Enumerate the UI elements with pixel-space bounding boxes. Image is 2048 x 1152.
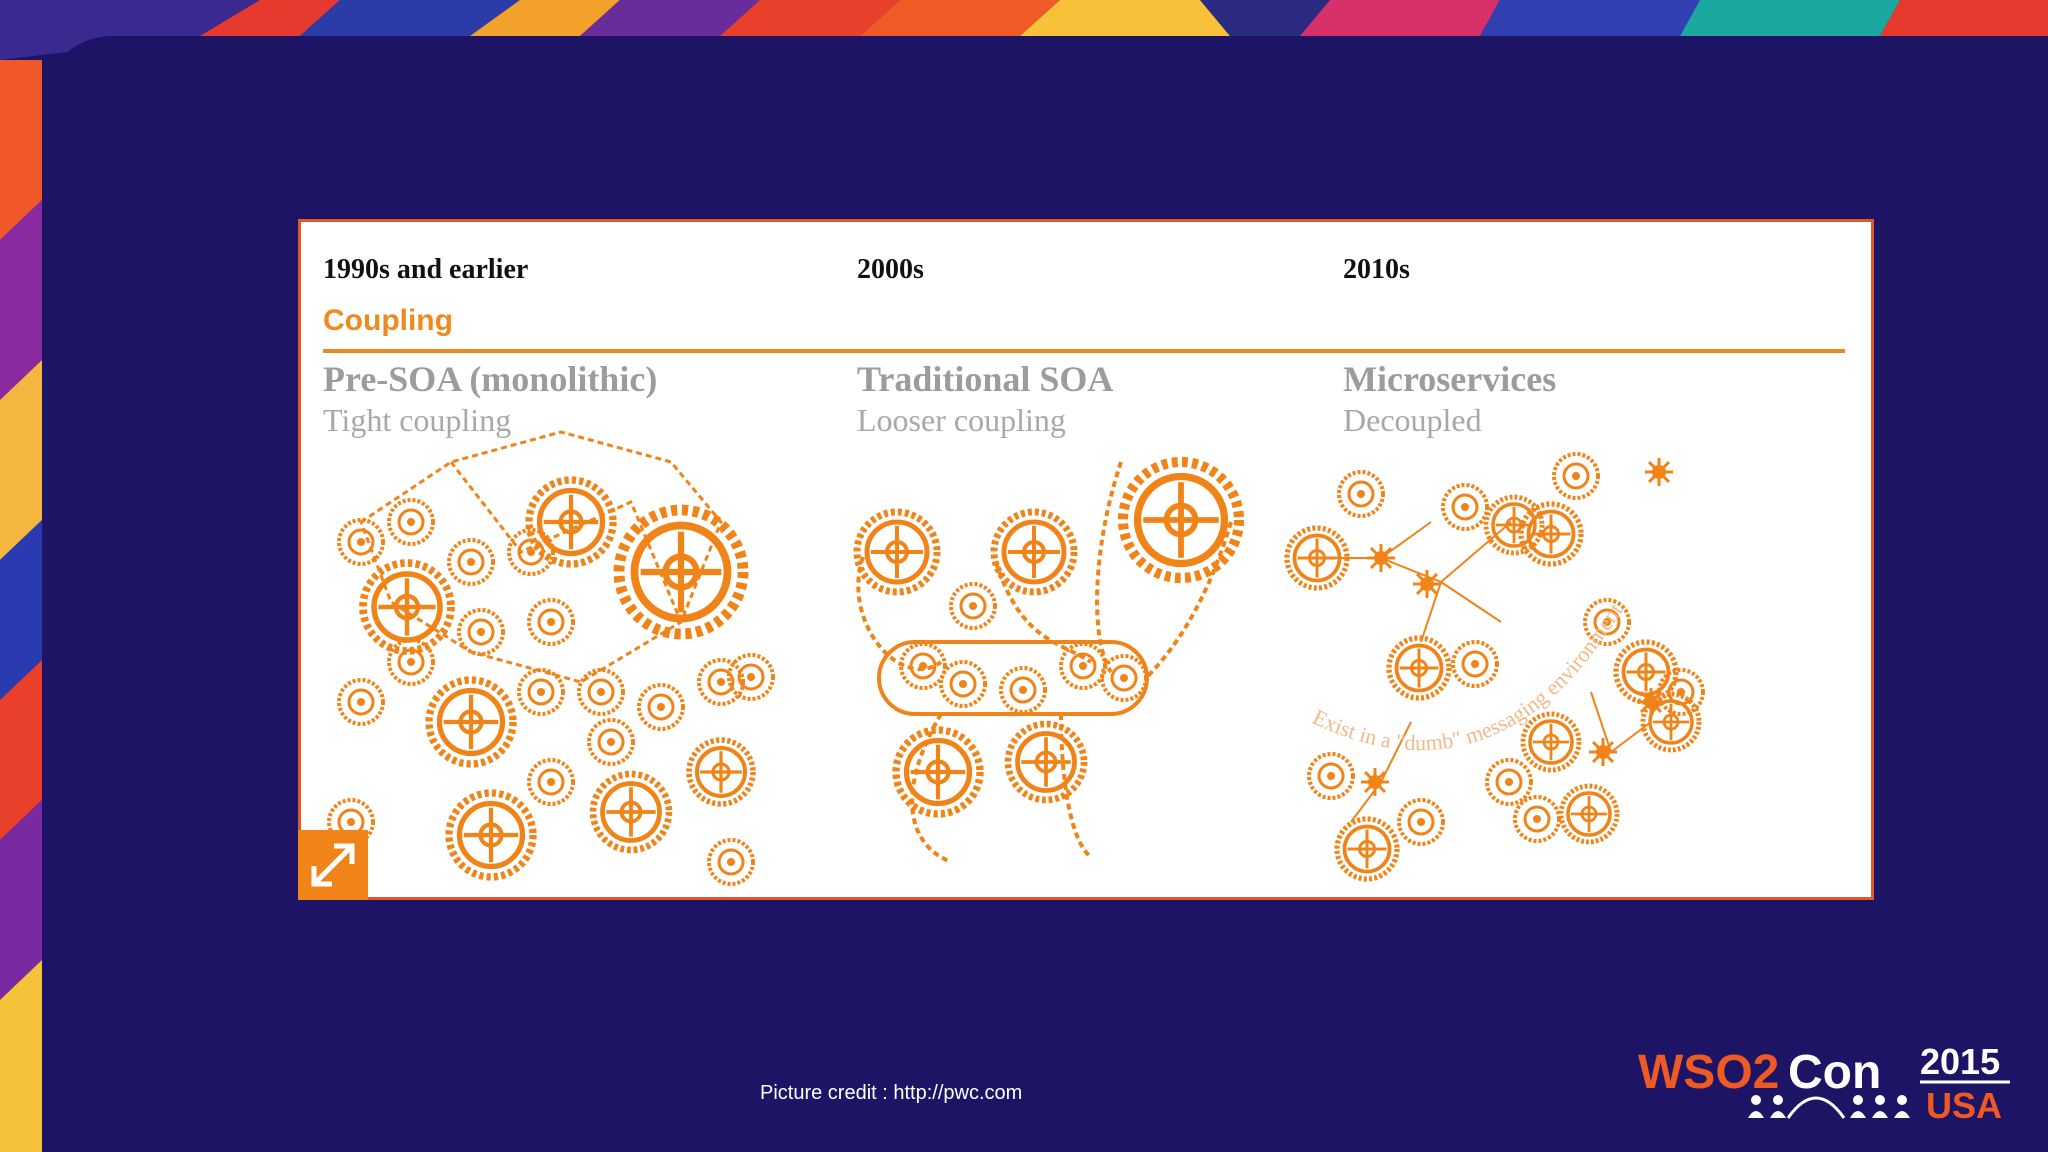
wso2con-logo: WSO2 Con 2015 USA (1638, 1042, 2010, 1126)
expand-arrows-icon (311, 843, 355, 887)
svg-text:USA: USA (1926, 1085, 2002, 1126)
svg-text:Con: Con (1788, 1046, 1881, 1099)
monolith-gears (327, 430, 775, 886)
model-title-microservices: Microservices (1343, 359, 1557, 399)
curved-caption: Exist in a "dumb" messaging environment (1309, 598, 1628, 755)
coupling-evolution-figure: 1990s and earlier 2000s 2010s Coupling P… (298, 219, 1874, 900)
microservice-nodes (1287, 452, 1705, 879)
picture-credit: Picture credit : http://pwc.com (760, 1082, 1023, 1104)
section-label-coupling: Coupling (323, 304, 453, 337)
era-label-2000s: 2000s (857, 254, 924, 285)
gears-illustration: Exist in a "dumb" messaging environment (327, 430, 1705, 886)
model-subtitle-decoupled: Decoupled (1343, 402, 1482, 438)
svg-text:WSO2: WSO2 (1638, 1046, 1779, 1099)
divider-line (323, 349, 1845, 353)
era-label-2010s: 2010s (1343, 254, 1410, 285)
model-subtitle-tight: Tight coupling (323, 402, 512, 438)
svg-text:2015: 2015 (1920, 1042, 2000, 1082)
model-title-pre-soa: Pre-SOA (monolithic) (323, 359, 658, 399)
model-subtitle-looser: Looser coupling (857, 402, 1066, 438)
era-label-1990s: 1990s and earlier (323, 254, 529, 285)
expand-button[interactable] (298, 830, 368, 900)
soa-gears (857, 462, 1239, 864)
model-title-soa: Traditional SOA (857, 359, 1114, 399)
